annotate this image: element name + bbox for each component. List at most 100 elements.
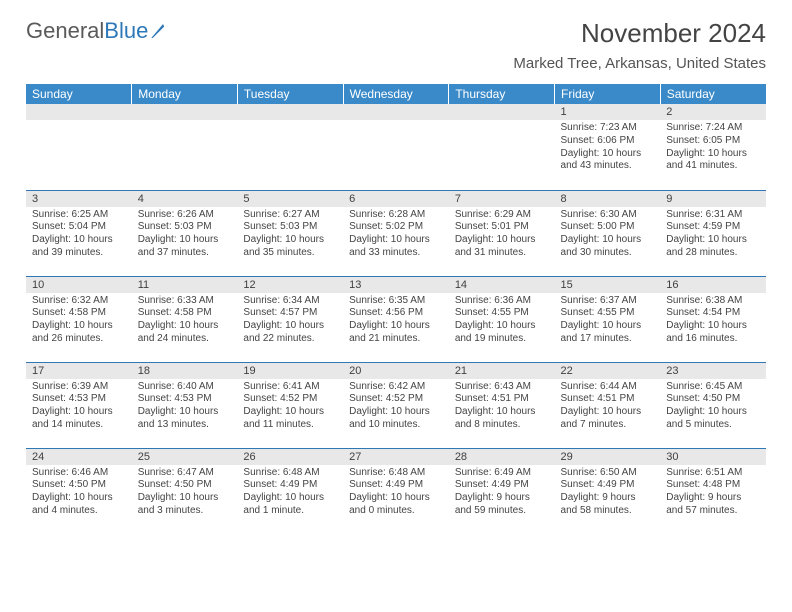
sunset-text: Sunset: 4:55 PM bbox=[561, 307, 655, 320]
cell-body: Sunrise: 6:38 AMSunset: 4:54 PMDaylight:… bbox=[660, 293, 766, 350]
sunset-text: Sunset: 5:03 PM bbox=[138, 221, 232, 234]
day-number bbox=[26, 104, 132, 120]
sunset-text: Sunset: 4:49 PM bbox=[455, 479, 549, 492]
sunset-text: Sunset: 4:55 PM bbox=[455, 307, 549, 320]
cell-body: Sunrise: 7:24 AMSunset: 6:05 PMDaylight:… bbox=[660, 120, 766, 177]
day-header: Monday bbox=[132, 84, 238, 104]
sunset-text: Sunset: 4:51 PM bbox=[455, 393, 549, 406]
cell-body: Sunrise: 6:44 AMSunset: 4:51 PMDaylight:… bbox=[555, 379, 661, 436]
sunset-text: Sunset: 4:58 PM bbox=[138, 307, 232, 320]
daylight-text: Daylight: 10 hours and 28 minutes. bbox=[666, 234, 760, 260]
day-number: 7 bbox=[449, 191, 555, 207]
sunset-text: Sunset: 4:50 PM bbox=[32, 479, 126, 492]
sunrise-text: Sunrise: 6:50 AM bbox=[561, 467, 655, 480]
logo: GeneralBlue bbox=[26, 18, 169, 44]
calendar-cell: 22Sunrise: 6:44 AMSunset: 4:51 PMDayligh… bbox=[555, 362, 661, 448]
title-block: November 2024 Marked Tree, Arkansas, Uni… bbox=[513, 18, 766, 72]
sunrise-text: Sunrise: 6:28 AM bbox=[349, 209, 443, 222]
sunrise-text: Sunrise: 6:46 AM bbox=[32, 467, 126, 480]
sunrise-text: Sunrise: 6:51 AM bbox=[666, 467, 760, 480]
calendar-cell: 27Sunrise: 6:48 AMSunset: 4:49 PMDayligh… bbox=[343, 448, 449, 534]
sunrise-text: Sunrise: 6:34 AM bbox=[243, 295, 337, 308]
day-number: 20 bbox=[343, 363, 449, 379]
sunrise-text: Sunrise: 6:48 AM bbox=[349, 467, 443, 480]
cell-body: Sunrise: 6:45 AMSunset: 4:50 PMDaylight:… bbox=[660, 379, 766, 436]
sunset-text: Sunset: 5:03 PM bbox=[243, 221, 337, 234]
day-header: Friday bbox=[555, 84, 661, 104]
day-number: 17 bbox=[26, 363, 132, 379]
day-number: 16 bbox=[660, 277, 766, 293]
cell-body: Sunrise: 6:30 AMSunset: 5:00 PMDaylight:… bbox=[555, 207, 661, 264]
daylight-text: Daylight: 9 hours and 59 minutes. bbox=[455, 492, 549, 518]
sunset-text: Sunset: 4:58 PM bbox=[32, 307, 126, 320]
calendar-cell: 1Sunrise: 7:23 AMSunset: 6:06 PMDaylight… bbox=[555, 104, 661, 190]
cell-body: Sunrise: 6:39 AMSunset: 4:53 PMDaylight:… bbox=[26, 379, 132, 436]
day-number: 21 bbox=[449, 363, 555, 379]
calendar-cell: 4Sunrise: 6:26 AMSunset: 5:03 PMDaylight… bbox=[132, 190, 238, 276]
sunrise-text: Sunrise: 6:31 AM bbox=[666, 209, 760, 222]
sunrise-text: Sunrise: 6:25 AM bbox=[32, 209, 126, 222]
sunset-text: Sunset: 4:48 PM bbox=[666, 479, 760, 492]
daylight-text: Daylight: 9 hours and 57 minutes. bbox=[666, 492, 760, 518]
day-number: 28 bbox=[449, 449, 555, 465]
sunrise-text: Sunrise: 6:29 AM bbox=[455, 209, 549, 222]
logo-text-1: General bbox=[26, 18, 104, 44]
cell-body: Sunrise: 6:41 AMSunset: 4:52 PMDaylight:… bbox=[237, 379, 343, 436]
sunrise-text: Sunrise: 6:42 AM bbox=[349, 381, 443, 394]
calendar-cell: 6Sunrise: 6:28 AMSunset: 5:02 PMDaylight… bbox=[343, 190, 449, 276]
calendar-cell: 3Sunrise: 6:25 AMSunset: 5:04 PMDaylight… bbox=[26, 190, 132, 276]
sunset-text: Sunset: 4:49 PM bbox=[561, 479, 655, 492]
calendar-week-row: 1Sunrise: 7:23 AMSunset: 6:06 PMDaylight… bbox=[26, 104, 766, 190]
day-number: 29 bbox=[555, 449, 661, 465]
sunrise-text: Sunrise: 6:30 AM bbox=[561, 209, 655, 222]
cell-body: Sunrise: 6:48 AMSunset: 4:49 PMDaylight:… bbox=[343, 465, 449, 522]
cell-body: Sunrise: 6:43 AMSunset: 4:51 PMDaylight:… bbox=[449, 379, 555, 436]
cell-body: Sunrise: 6:28 AMSunset: 5:02 PMDaylight:… bbox=[343, 207, 449, 264]
day-header-row: Sunday Monday Tuesday Wednesday Thursday… bbox=[26, 84, 766, 104]
sunset-text: Sunset: 4:49 PM bbox=[349, 479, 443, 492]
day-header: Wednesday bbox=[343, 84, 449, 104]
cell-body: Sunrise: 7:23 AMSunset: 6:06 PMDaylight:… bbox=[555, 120, 661, 177]
day-number: 2 bbox=[660, 104, 766, 120]
sunrise-text: Sunrise: 6:27 AM bbox=[243, 209, 337, 222]
day-number: 30 bbox=[660, 449, 766, 465]
sunset-text: Sunset: 4:52 PM bbox=[349, 393, 443, 406]
daylight-text: Daylight: 10 hours and 0 minutes. bbox=[349, 492, 443, 518]
daylight-text: Daylight: 10 hours and 43 minutes. bbox=[561, 148, 655, 174]
day-number: 1 bbox=[555, 104, 661, 120]
calendar-cell: 16Sunrise: 6:38 AMSunset: 4:54 PMDayligh… bbox=[660, 276, 766, 362]
sunrise-text: Sunrise: 6:44 AM bbox=[561, 381, 655, 394]
sunrise-text: Sunrise: 6:43 AM bbox=[455, 381, 549, 394]
daylight-text: Daylight: 10 hours and 35 minutes. bbox=[243, 234, 337, 260]
cell-body: Sunrise: 6:36 AMSunset: 4:55 PMDaylight:… bbox=[449, 293, 555, 350]
day-number: 15 bbox=[555, 277, 661, 293]
day-number: 27 bbox=[343, 449, 449, 465]
sunset-text: Sunset: 5:04 PM bbox=[32, 221, 126, 234]
calendar-cell: 26Sunrise: 6:48 AMSunset: 4:49 PMDayligh… bbox=[237, 448, 343, 534]
day-number: 12 bbox=[237, 277, 343, 293]
cell-body: Sunrise: 6:34 AMSunset: 4:57 PMDaylight:… bbox=[237, 293, 343, 350]
daylight-text: Daylight: 10 hours and 37 minutes. bbox=[138, 234, 232, 260]
calendar-cell: 25Sunrise: 6:47 AMSunset: 4:50 PMDayligh… bbox=[132, 448, 238, 534]
daylight-text: Daylight: 10 hours and 31 minutes. bbox=[455, 234, 549, 260]
cell-body: Sunrise: 6:33 AMSunset: 4:58 PMDaylight:… bbox=[132, 293, 238, 350]
day-number: 22 bbox=[555, 363, 661, 379]
day-number: 13 bbox=[343, 277, 449, 293]
calendar-cell: 29Sunrise: 6:50 AMSunset: 4:49 PMDayligh… bbox=[555, 448, 661, 534]
calendar-cell: 14Sunrise: 6:36 AMSunset: 4:55 PMDayligh… bbox=[449, 276, 555, 362]
cell-body: Sunrise: 6:26 AMSunset: 5:03 PMDaylight:… bbox=[132, 207, 238, 264]
daylight-text: Daylight: 10 hours and 3 minutes. bbox=[138, 492, 232, 518]
day-header: Saturday bbox=[660, 84, 766, 104]
sunrise-text: Sunrise: 6:41 AM bbox=[243, 381, 337, 394]
calendar-cell bbox=[449, 104, 555, 190]
day-number: 8 bbox=[555, 191, 661, 207]
daylight-text: Daylight: 10 hours and 10 minutes. bbox=[349, 406, 443, 432]
cell-body: Sunrise: 6:42 AMSunset: 4:52 PMDaylight:… bbox=[343, 379, 449, 436]
day-header: Sunday bbox=[26, 84, 132, 104]
calendar-week-row: 17Sunrise: 6:39 AMSunset: 4:53 PMDayligh… bbox=[26, 362, 766, 448]
day-number: 26 bbox=[237, 449, 343, 465]
sunrise-text: Sunrise: 6:49 AM bbox=[455, 467, 549, 480]
sunrise-text: Sunrise: 6:47 AM bbox=[138, 467, 232, 480]
sunset-text: Sunset: 4:53 PM bbox=[138, 393, 232, 406]
day-number: 6 bbox=[343, 191, 449, 207]
